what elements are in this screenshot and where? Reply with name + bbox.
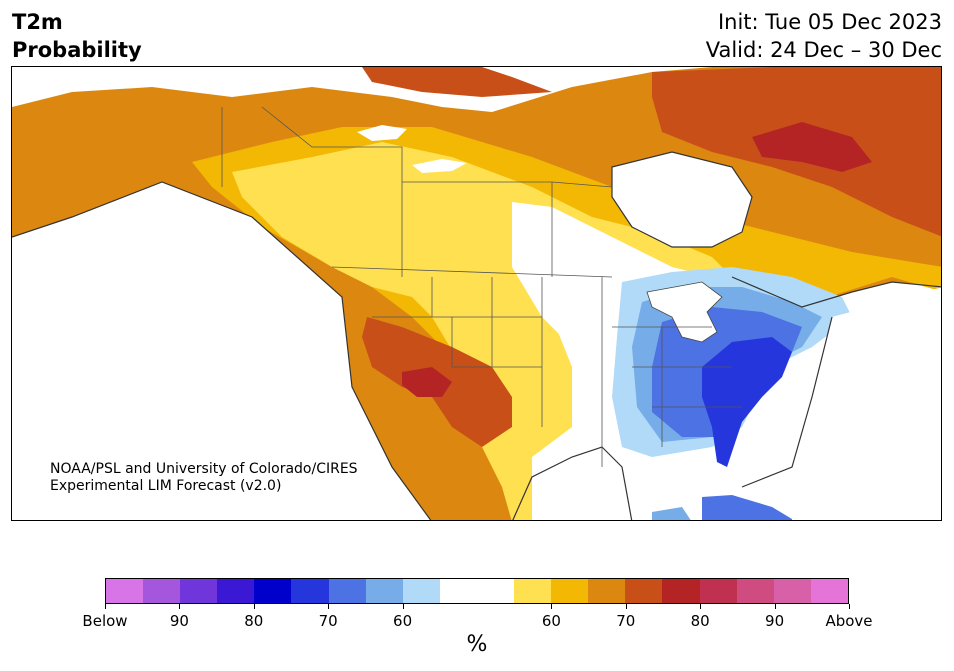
north-neutral-patch-2 bbox=[412, 159, 467, 173]
colorbar-swatch bbox=[699, 579, 737, 603]
colorbar-tick bbox=[774, 604, 776, 609]
colorbar-tick bbox=[700, 604, 702, 609]
colorbar-tick bbox=[328, 604, 330, 609]
colorbar-tick-label: 90 bbox=[765, 612, 785, 630]
atlantic-ocean bbox=[792, 287, 941, 520]
north-neutral-patch bbox=[357, 125, 407, 141]
colorbar-swatch bbox=[476, 579, 515, 603]
colorbar-tick-label: 70 bbox=[318, 612, 338, 630]
very-strong-cool-region bbox=[702, 337, 792, 467]
political-borders bbox=[221, 106, 742, 467]
colorbar-tick-label: Below bbox=[82, 612, 128, 630]
colorbar-tick bbox=[625, 604, 627, 609]
cuba-strip bbox=[652, 507, 691, 520]
init-date: Init: Tue 05 Dec 2023 bbox=[717, 10, 942, 34]
valid-range: Valid: 24 Dec – 30 Dec bbox=[705, 38, 942, 62]
colorbar-tick-label: 60 bbox=[541, 612, 561, 630]
colorbar-swatch bbox=[773, 579, 811, 603]
colorbar-unit: % bbox=[466, 632, 488, 657]
colorbar-swatch bbox=[810, 579, 848, 603]
colorbar-swatch bbox=[143, 579, 181, 603]
colorbar-swatch bbox=[328, 579, 366, 603]
labrador-hot-core bbox=[752, 122, 872, 172]
map-title: T2m Probability bbox=[12, 8, 142, 64]
colorbar-swatch bbox=[217, 579, 255, 603]
colorbar-swatch bbox=[551, 579, 589, 603]
credit-line-2: Experimental LIM Forecast (v2.0) bbox=[50, 478, 282, 494]
coastline bbox=[12, 151, 941, 520]
caribbean-cool-region bbox=[702, 495, 792, 520]
map-graphic bbox=[12, 67, 941, 520]
colorbar-swatch bbox=[588, 579, 626, 603]
colorbar-swatch bbox=[439, 579, 477, 603]
colorbar-tick-label: Above bbox=[825, 612, 873, 630]
title-type: Probability bbox=[12, 38, 142, 62]
colorbar-swatch bbox=[625, 579, 663, 603]
data-credit: NOAA/PSL and University of Colorado/CIRE… bbox=[50, 461, 358, 495]
colorbar-tick bbox=[253, 604, 255, 609]
colorbar-swatch bbox=[514, 579, 552, 603]
colorbar-swatch bbox=[402, 579, 440, 603]
colorbar-tick-label: 70 bbox=[616, 612, 636, 630]
colorbar-tick-label: 90 bbox=[169, 612, 189, 630]
colorbar-swatch bbox=[365, 579, 403, 603]
colorbar-tick bbox=[551, 604, 553, 609]
colorbar-tick bbox=[105, 604, 106, 609]
pacific-ocean bbox=[12, 182, 431, 520]
colorbar-swatch bbox=[662, 579, 700, 603]
title-variable: T2m bbox=[12, 10, 63, 34]
colorbar-swatch bbox=[254, 579, 292, 603]
colorbar-swatch bbox=[106, 579, 144, 603]
arctic-warm-region bbox=[362, 67, 552, 97]
colorbar-swatch bbox=[291, 579, 329, 603]
colorbar-swatch bbox=[736, 579, 774, 603]
southwest-hot-core bbox=[402, 367, 452, 397]
colorbar-tick bbox=[849, 604, 850, 609]
colorbar-tick bbox=[402, 604, 404, 609]
colorbar-tick-label: 80 bbox=[244, 612, 264, 630]
colorbar-tick-label: 60 bbox=[393, 612, 413, 630]
colorbar-tick-label: 80 bbox=[690, 612, 710, 630]
forecast-dates: Init: Tue 05 Dec 2023 Valid: 24 Dec – 30… bbox=[706, 8, 942, 64]
hudson-bay bbox=[612, 152, 752, 247]
colorbar-swatch bbox=[180, 579, 218, 603]
colorbar bbox=[105, 578, 849, 604]
credit-line-1: NOAA/PSL and University of Colorado/CIRE… bbox=[50, 461, 358, 477]
probability-map: NOAA/PSL and University of Colorado/CIRE… bbox=[11, 66, 942, 521]
colorbar-tick bbox=[179, 604, 181, 609]
